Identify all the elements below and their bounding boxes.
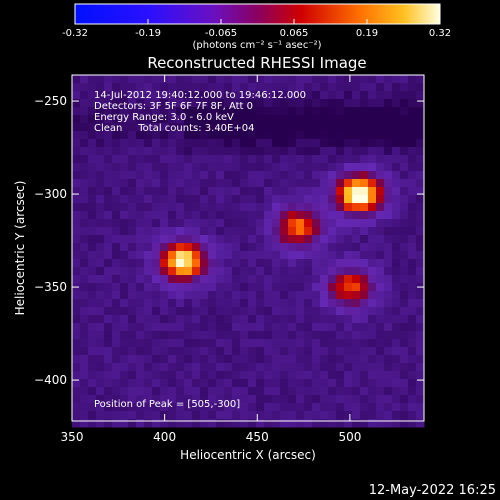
axis-ticks: 350 400 450 500 −250 −300 −350 −400 <box>34 75 424 444</box>
colorbar-tick-label: -0.065 <box>205 28 237 39</box>
colorbar-tick-label: 0.19 <box>356 28 378 39</box>
colorbar <box>74 3 441 25</box>
y-axis-label: Heliocentric Y (arcsec) <box>13 181 27 316</box>
x-tick-label: 500 <box>338 430 361 444</box>
render-timestamp: 12-May-2022 16:25 <box>369 483 496 498</box>
heatmap-cells <box>72 75 425 428</box>
colorbar-tick-label: 0.065 <box>280 28 309 39</box>
x-tick-label: 400 <box>153 430 176 444</box>
colorbar-tick-label: -0.32 <box>62 28 88 39</box>
heatmap-plot <box>71 74 425 428</box>
x-tick-label: 350 <box>61 430 84 444</box>
annotation-time: 14-Jul-2012 19:40:12.000 to 19:46:12.000 <box>94 90 306 101</box>
colorbar-tick-label: 0.32 <box>429 28 451 39</box>
colorbar-ticks: -0.32 -0.19 -0.065 0.065 0.19 0.32 <box>62 19 451 39</box>
peak-position-label: Position of Peak = [505,-300] <box>94 399 240 410</box>
annotation-detectors: Detectors: 3F 5F 6F 7F 8F, Att 0 <box>94 101 253 112</box>
y-tick-label: −300 <box>34 187 67 201</box>
colorbar-unit-label: (photons cm⁻² s⁻¹ asec⁻²) <box>192 40 321 51</box>
y-tick-label: −250 <box>34 94 67 108</box>
colorbar-tick-label: -0.19 <box>135 28 161 39</box>
y-tick-label: −400 <box>34 373 67 387</box>
annotation-counts: Clean Total counts: 3.40E+04 <box>94 123 254 134</box>
x-tick-label: 450 <box>246 430 269 444</box>
x-axis-label: Heliocentric X (arcsec) <box>180 448 316 462</box>
y-tick-label: −350 <box>34 280 67 294</box>
chart-title: Reconstructed RHESSI Image <box>147 54 366 72</box>
annotation-energy: Energy Range: 3.0 - 6.0 keV <box>94 112 234 123</box>
plot-frame <box>71 74 425 422</box>
